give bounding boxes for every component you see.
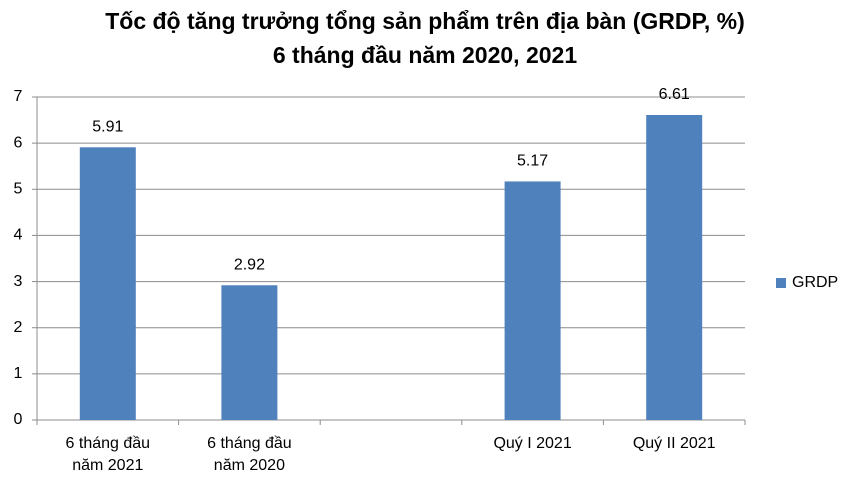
x-tick-label: 6 tháng đầu năm 2020 (207, 435, 292, 474)
y-tick-label: 0 (14, 411, 23, 428)
data-label: 5.17 (517, 153, 548, 170)
y-tick-label: 2 (14, 319, 23, 336)
legend-label: GRDP (792, 274, 838, 291)
data-label: 6.61 (659, 86, 690, 103)
chart-subtitle: 6 tháng đầu năm 2020, 2021 (272, 42, 578, 68)
data-label: 2.92 (234, 256, 265, 273)
x-tick-label: 6 tháng đầu năm 2021 (65, 435, 151, 474)
bar (79, 147, 136, 420)
x-tick-label: Quý I 2021 (493, 435, 572, 452)
bar (646, 114, 703, 420)
y-tick-label: 5 (14, 181, 23, 198)
legend-swatch (776, 278, 786, 288)
bar (504, 181, 561, 420)
y-tick-label: 1 (14, 365, 23, 382)
y-tick-label: 7 (14, 88, 23, 105)
data-label: 5.91 (92, 119, 123, 136)
x-tick-label: Quý II 2021 (632, 435, 716, 452)
chart-title: Tốc độ tăng trưởng tổng sản phẩm trên đị… (105, 8, 745, 34)
y-tick-label: 6 (14, 134, 23, 151)
y-tick-label: 4 (14, 227, 23, 244)
bar (221, 285, 278, 420)
y-tick-label: 3 (14, 273, 23, 290)
